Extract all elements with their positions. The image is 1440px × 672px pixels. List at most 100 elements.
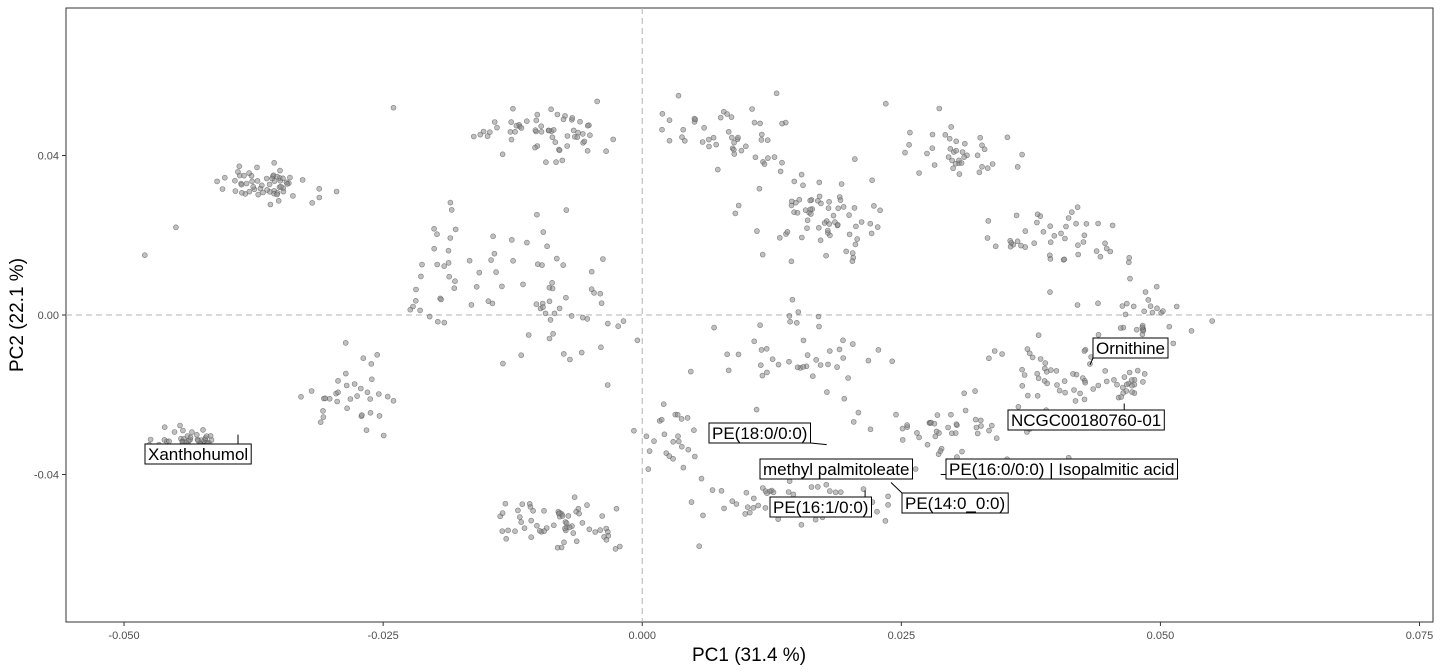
data-point	[867, 426, 874, 433]
data-point	[742, 143, 749, 150]
data-point	[1018, 242, 1024, 249]
data-point	[762, 505, 769, 511]
data-point	[200, 427, 206, 433]
data-point	[1133, 326, 1140, 333]
data-point	[817, 237, 824, 244]
data-point	[333, 188, 340, 195]
data-point	[565, 513, 572, 519]
data-point	[573, 538, 580, 545]
data-point	[713, 141, 720, 148]
data-point	[1014, 164, 1021, 170]
data-point	[646, 448, 653, 454]
data-point	[1095, 331, 1102, 338]
data-point	[536, 527, 543, 534]
data-point	[645, 466, 652, 472]
data-point	[929, 131, 936, 138]
data-point	[357, 385, 364, 392]
data-point	[1153, 283, 1160, 290]
data-point	[546, 335, 553, 342]
data-point	[532, 144, 538, 151]
x-tick-label: -0.025	[368, 630, 399, 642]
data-point	[742, 511, 749, 517]
reference-lines	[66, 8, 1433, 622]
data-point	[1062, 389, 1068, 396]
data-point	[534, 111, 541, 118]
data-point	[1124, 300, 1130, 307]
data-point	[1073, 220, 1079, 227]
data-point	[271, 160, 278, 166]
data-point	[851, 205, 858, 211]
data-point	[809, 373, 816, 380]
data-point	[1065, 215, 1072, 221]
data-point	[551, 310, 558, 317]
data-point	[1062, 235, 1068, 242]
data-point	[759, 372, 766, 379]
data-point	[889, 358, 896, 365]
data-point	[447, 235, 454, 241]
x-tick-label: 0.025	[888, 630, 916, 642]
data-point	[515, 507, 521, 514]
data-point	[691, 453, 698, 460]
data-point	[187, 434, 194, 441]
data-point	[661, 431, 668, 438]
data-point	[1102, 240, 1108, 247]
data-point	[953, 421, 960, 428]
data-point	[576, 510, 582, 517]
data-point	[680, 126, 687, 133]
data-point	[691, 427, 697, 434]
data-point	[166, 438, 172, 445]
data-point	[874, 224, 881, 230]
data-point	[959, 448, 965, 455]
data-point	[832, 489, 839, 496]
data-point	[775, 361, 782, 368]
data-point	[499, 528, 506, 535]
data-point	[1128, 377, 1135, 383]
data-point	[868, 230, 875, 237]
data-point	[277, 167, 283, 174]
data-point	[974, 430, 981, 437]
data-point	[241, 172, 247, 179]
data-point	[532, 127, 539, 133]
data-point	[735, 351, 742, 358]
data-point	[161, 424, 168, 431]
point-label: NCGC00180760-01	[1007, 403, 1165, 431]
data-point	[675, 433, 681, 440]
data-point	[503, 535, 510, 542]
data-point	[1093, 248, 1100, 254]
data-point	[1149, 309, 1156, 316]
data-point	[584, 148, 591, 154]
data-point	[758, 137, 765, 143]
data-point	[999, 351, 1005, 357]
data-point	[1034, 219, 1040, 226]
data-point	[567, 356, 573, 363]
data-point	[1095, 300, 1101, 307]
data-point	[343, 382, 350, 389]
data-point	[266, 181, 273, 188]
data-point	[764, 490, 770, 497]
data-point	[826, 348, 833, 354]
data-point	[837, 197, 844, 203]
data-point	[540, 304, 546, 310]
data-point	[1119, 303, 1126, 309]
data-point	[434, 318, 441, 325]
data-point	[485, 298, 492, 305]
data-point	[1022, 228, 1029, 234]
data-point	[757, 322, 763, 329]
data-point	[802, 207, 809, 213]
data-point	[754, 228, 760, 234]
data-point	[764, 369, 770, 376]
data-point	[518, 125, 525, 131]
data-point	[1071, 387, 1077, 393]
y-axis-title: PC2 (22.1 %)	[7, 258, 28, 372]
data-point	[1040, 229, 1047, 235]
data-point	[793, 319, 800, 326]
data-point	[275, 198, 282, 204]
data-point	[821, 220, 828, 226]
data-point	[1126, 369, 1133, 376]
data-point	[807, 206, 814, 213]
data-point	[765, 155, 771, 161]
data-point	[434, 231, 440, 237]
data-point	[717, 114, 724, 121]
data-point	[574, 134, 581, 140]
data-point	[687, 368, 694, 375]
